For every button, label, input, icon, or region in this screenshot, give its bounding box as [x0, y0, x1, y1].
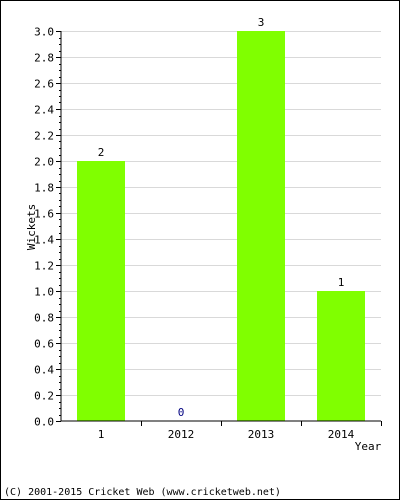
- y-tick-label: 1.8: [34, 182, 54, 195]
- y-tick-label: 0.0: [34, 416, 54, 429]
- data-label: 3: [258, 16, 265, 29]
- y-tick-label: 2.0: [34, 156, 54, 169]
- x-tick-label: 2012: [168, 428, 195, 441]
- x-axis-title: Year: [355, 440, 382, 453]
- y-tick-label: 1.2: [34, 260, 54, 273]
- data-label: 2: [98, 146, 105, 159]
- y-tick-label: 1.6: [34, 208, 54, 221]
- x-tick-label: 1: [98, 428, 105, 441]
- bar: [77, 161, 125, 421]
- y-tick-label: 0.2: [34, 390, 54, 403]
- y-tick-label: 0.4: [34, 364, 54, 377]
- y-tick-label: 1.4: [34, 234, 54, 247]
- x-tick-label: 2014: [328, 428, 355, 441]
- bar: [237, 31, 285, 421]
- y-axis-title: Wickets: [25, 204, 38, 250]
- y-tick-label: 1.0: [34, 286, 54, 299]
- bar: [317, 291, 365, 421]
- y-tick-label: 0.8: [34, 312, 54, 325]
- y-tick-label: 0.6: [34, 338, 54, 351]
- y-tick-label: 2.8: [34, 52, 54, 65]
- y-tick-label: 2.6: [34, 78, 54, 91]
- copyright-footer: (C) 2001-2015 Cricket Web (www.cricketwe…: [4, 487, 281, 498]
- data-label: 0: [178, 406, 185, 419]
- bars: [77, 31, 365, 421]
- y-ticks: 0.0 0.2 0.4 0.6 0.8 1.0 1.2 1.4 1.6 1.8 2.0 2.2 2.4 2…: [34, 26, 61, 429]
- x-tick-label: 2013: [248, 428, 275, 441]
- x-ticks: 1 2012 2013 2014: [98, 421, 382, 441]
- y-tick-label: 2.4: [34, 104, 54, 117]
- data-label: 1: [338, 276, 345, 289]
- y-tick-label: 3.0: [34, 26, 54, 39]
- y-tick-label: 2.2: [34, 130, 54, 143]
